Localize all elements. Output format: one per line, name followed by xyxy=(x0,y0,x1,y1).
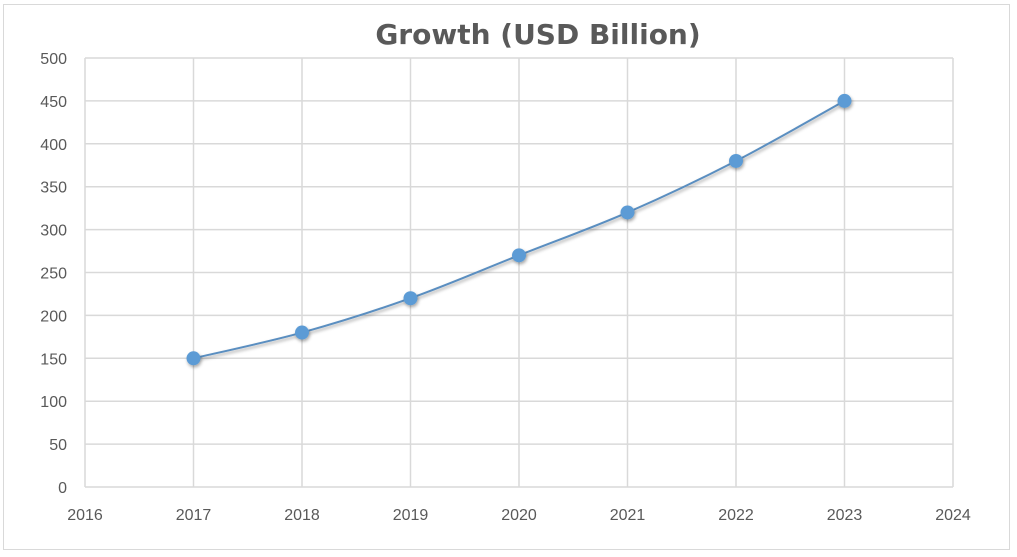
chart-title: Growth (USD Billion) xyxy=(375,18,700,51)
y-tick-label: 450 xyxy=(40,94,67,111)
y-tick-label: 100 xyxy=(40,394,67,411)
data-point xyxy=(837,93,852,108)
data-point xyxy=(186,351,201,366)
data-point xyxy=(729,153,743,168)
data-point xyxy=(512,248,526,263)
y-tick-label: 150 xyxy=(40,351,67,368)
data-point xyxy=(295,325,309,340)
x-axis-ticks: 2016 2017 2018 2019 2020 2021 2022 2023 2024 xyxy=(67,507,971,524)
x-tick-label: 2019 xyxy=(393,507,429,524)
x-tick-label: 2024 xyxy=(935,507,971,524)
x-tick-label: 2023 xyxy=(827,507,863,524)
grid xyxy=(84,57,954,488)
y-axis-ticks: 0 50 100 150 200 250 300 350 400 450 500 xyxy=(40,51,67,497)
y-tick-label: 50 xyxy=(49,437,67,454)
x-tick-label: 2020 xyxy=(501,507,537,524)
y-tick-label: 300 xyxy=(40,223,67,240)
data-point xyxy=(403,291,418,306)
y-tick-label: 0 xyxy=(58,480,67,497)
y-tick-label: 500 xyxy=(40,51,67,68)
y-tick-label: 200 xyxy=(40,308,67,325)
y-tick-label: 400 xyxy=(40,137,67,154)
x-tick-label: 2022 xyxy=(718,507,754,524)
y-tick-label: 250 xyxy=(40,266,67,283)
data-point xyxy=(620,205,635,220)
x-tick-label: 2017 xyxy=(176,507,212,524)
x-tick-label: 2021 xyxy=(610,507,646,524)
x-tick-label: 2018 xyxy=(284,507,320,524)
series-layer xyxy=(186,93,852,366)
x-tick-label: 2016 xyxy=(67,507,103,524)
y-tick-label: 350 xyxy=(40,180,67,197)
